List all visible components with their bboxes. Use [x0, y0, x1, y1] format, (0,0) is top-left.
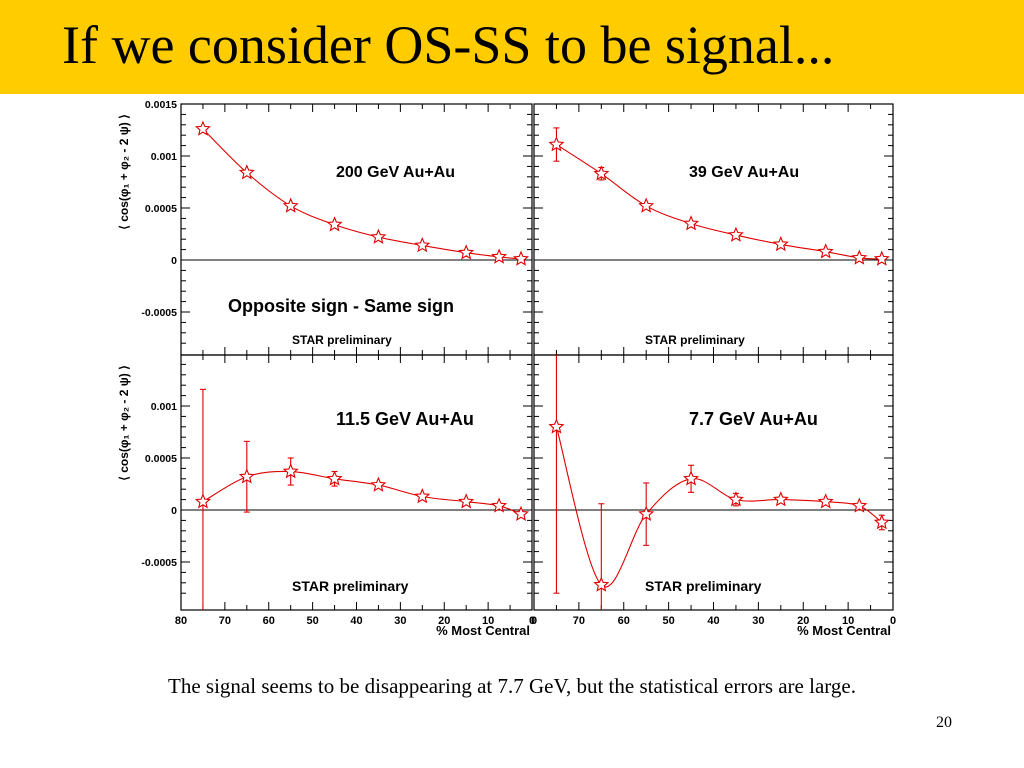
energy-label: 7.7 GeV Au+Au	[689, 409, 818, 429]
slide-title: If we consider OS-SS to be signal...	[62, 15, 835, 75]
x-axis-label: % Most Central	[436, 623, 530, 638]
y-tick-label: 0.001	[151, 151, 177, 163]
title-bar: If we consider OS-SS to be signal...	[0, 0, 1024, 94]
data-point	[548, 418, 565, 434]
data-point	[727, 491, 744, 507]
data-point	[238, 468, 255, 484]
preliminary-label: STAR preliminary	[292, 333, 392, 347]
preliminary-label: STAR preliminary	[645, 333, 745, 347]
preliminary-label: STAR preliminary	[292, 578, 409, 594]
data-point	[817, 493, 834, 509]
x-tick-label: 70	[219, 615, 231, 627]
data-point	[326, 470, 343, 486]
chart-panel-bottom-left: 0.001 0.0005 0 -0.0005 ⟨ cos(φ₁ + φ₂ - 2 ψ) …	[117, 354, 535, 638]
data-point	[683, 470, 700, 486]
x-tick-label: 30	[752, 615, 764, 627]
data-point	[458, 244, 475, 260]
data-point	[593, 576, 610, 592]
data-point	[873, 514, 890, 530]
x-tick-label: 0	[531, 615, 537, 627]
data-point	[414, 488, 431, 504]
x-tick-label: 40	[707, 615, 719, 627]
data-point	[683, 215, 700, 231]
preliminary-label: STAR preliminary	[645, 578, 762, 594]
page-number: 20	[936, 714, 952, 731]
data-point	[282, 463, 299, 479]
chart-panel-top-left: 0.0015 0.001 0.0005 0 -0.0005 ⟨ cos(φ₁ + φ₂ -…	[117, 99, 533, 356]
y-tick-label: 0.0005	[145, 203, 177, 215]
panel-frame	[533, 354, 894, 611]
data-point	[851, 497, 868, 513]
data-point	[638, 197, 655, 213]
x-tick-label: 70	[573, 615, 585, 627]
x-tick-label: 80	[175, 615, 187, 627]
data-point	[727, 226, 744, 242]
x-tick-label: 50	[307, 615, 319, 627]
y-tick-label: -0.0005	[141, 307, 177, 319]
x-tick-label: 40	[350, 615, 362, 627]
energy-label: 200 GeV Au+Au	[336, 164, 455, 181]
data-point	[282, 197, 299, 213]
y-tick-label: -0.0005	[141, 557, 177, 569]
data-point	[638, 505, 655, 521]
data-point	[491, 248, 508, 264]
x-tick-label: 20	[438, 615, 450, 627]
data-point	[491, 497, 508, 513]
data-point	[548, 136, 565, 152]
x-tick-label: 10	[842, 615, 854, 627]
series-group	[194, 120, 530, 266]
x-tick-label: 0	[890, 615, 896, 627]
series-line	[202, 128, 522, 260]
y-tick-label: 0.0015	[145, 99, 177, 111]
data-point	[873, 250, 890, 266]
data-point	[326, 216, 343, 232]
data-point	[593, 165, 610, 181]
os-ss-label: Opposite sign - Same sign	[228, 296, 454, 316]
series-group	[194, 388, 530, 610]
x-tick-label: 20	[797, 615, 809, 627]
data-point	[513, 250, 530, 266]
x-axis-label: % Most Central	[797, 623, 891, 638]
y-tick-label: 0.001	[151, 401, 177, 413]
data-point	[194, 493, 211, 509]
chart-panel-top-right: 39 GeV Au+Au STAR preliminary	[533, 103, 894, 356]
data-point	[414, 237, 431, 253]
data-point	[772, 235, 789, 252]
data-point	[817, 243, 834, 259]
series-group	[548, 127, 890, 266]
y-axis-label: ⟨ cos(φ₁ + φ₂ - 2 ψ) ⟩	[117, 365, 131, 481]
y-tick-label: 0.0005	[145, 453, 177, 465]
series-line	[555, 426, 883, 588]
x-tick-label: 30	[394, 615, 406, 627]
data-point	[370, 476, 387, 492]
data-point	[513, 505, 530, 521]
energy-label: 11.5 GeV Au+Au	[336, 409, 474, 429]
x-tick-label: 60	[263, 615, 275, 627]
data-point	[458, 493, 475, 509]
x-tick-label: 0	[529, 615, 535, 627]
series-line	[556, 144, 882, 260]
data-point	[194, 120, 211, 136]
data-point	[851, 249, 868, 265]
series-line	[202, 470, 522, 515]
series-group	[548, 355, 890, 610]
panel-frame	[180, 103, 533, 356]
x-tick-label: 10	[482, 615, 494, 627]
y-tick-label: 0	[171, 255, 177, 267]
x-tick-label: 50	[663, 615, 675, 627]
data-point	[238, 164, 255, 180]
slide-caption: The signal seems to be disappearing at 7…	[168, 674, 856, 698]
y-tick-label: 0	[171, 505, 177, 517]
data-point	[772, 491, 789, 507]
data-point	[370, 228, 387, 244]
y-axis-label: ⟨ cos(φ₁ + φ₂ - 2 ψ) ⟩	[117, 114, 131, 230]
x-tick-label: 60	[618, 615, 630, 627]
energy-label: 39 GeV Au+Au	[689, 164, 799, 181]
